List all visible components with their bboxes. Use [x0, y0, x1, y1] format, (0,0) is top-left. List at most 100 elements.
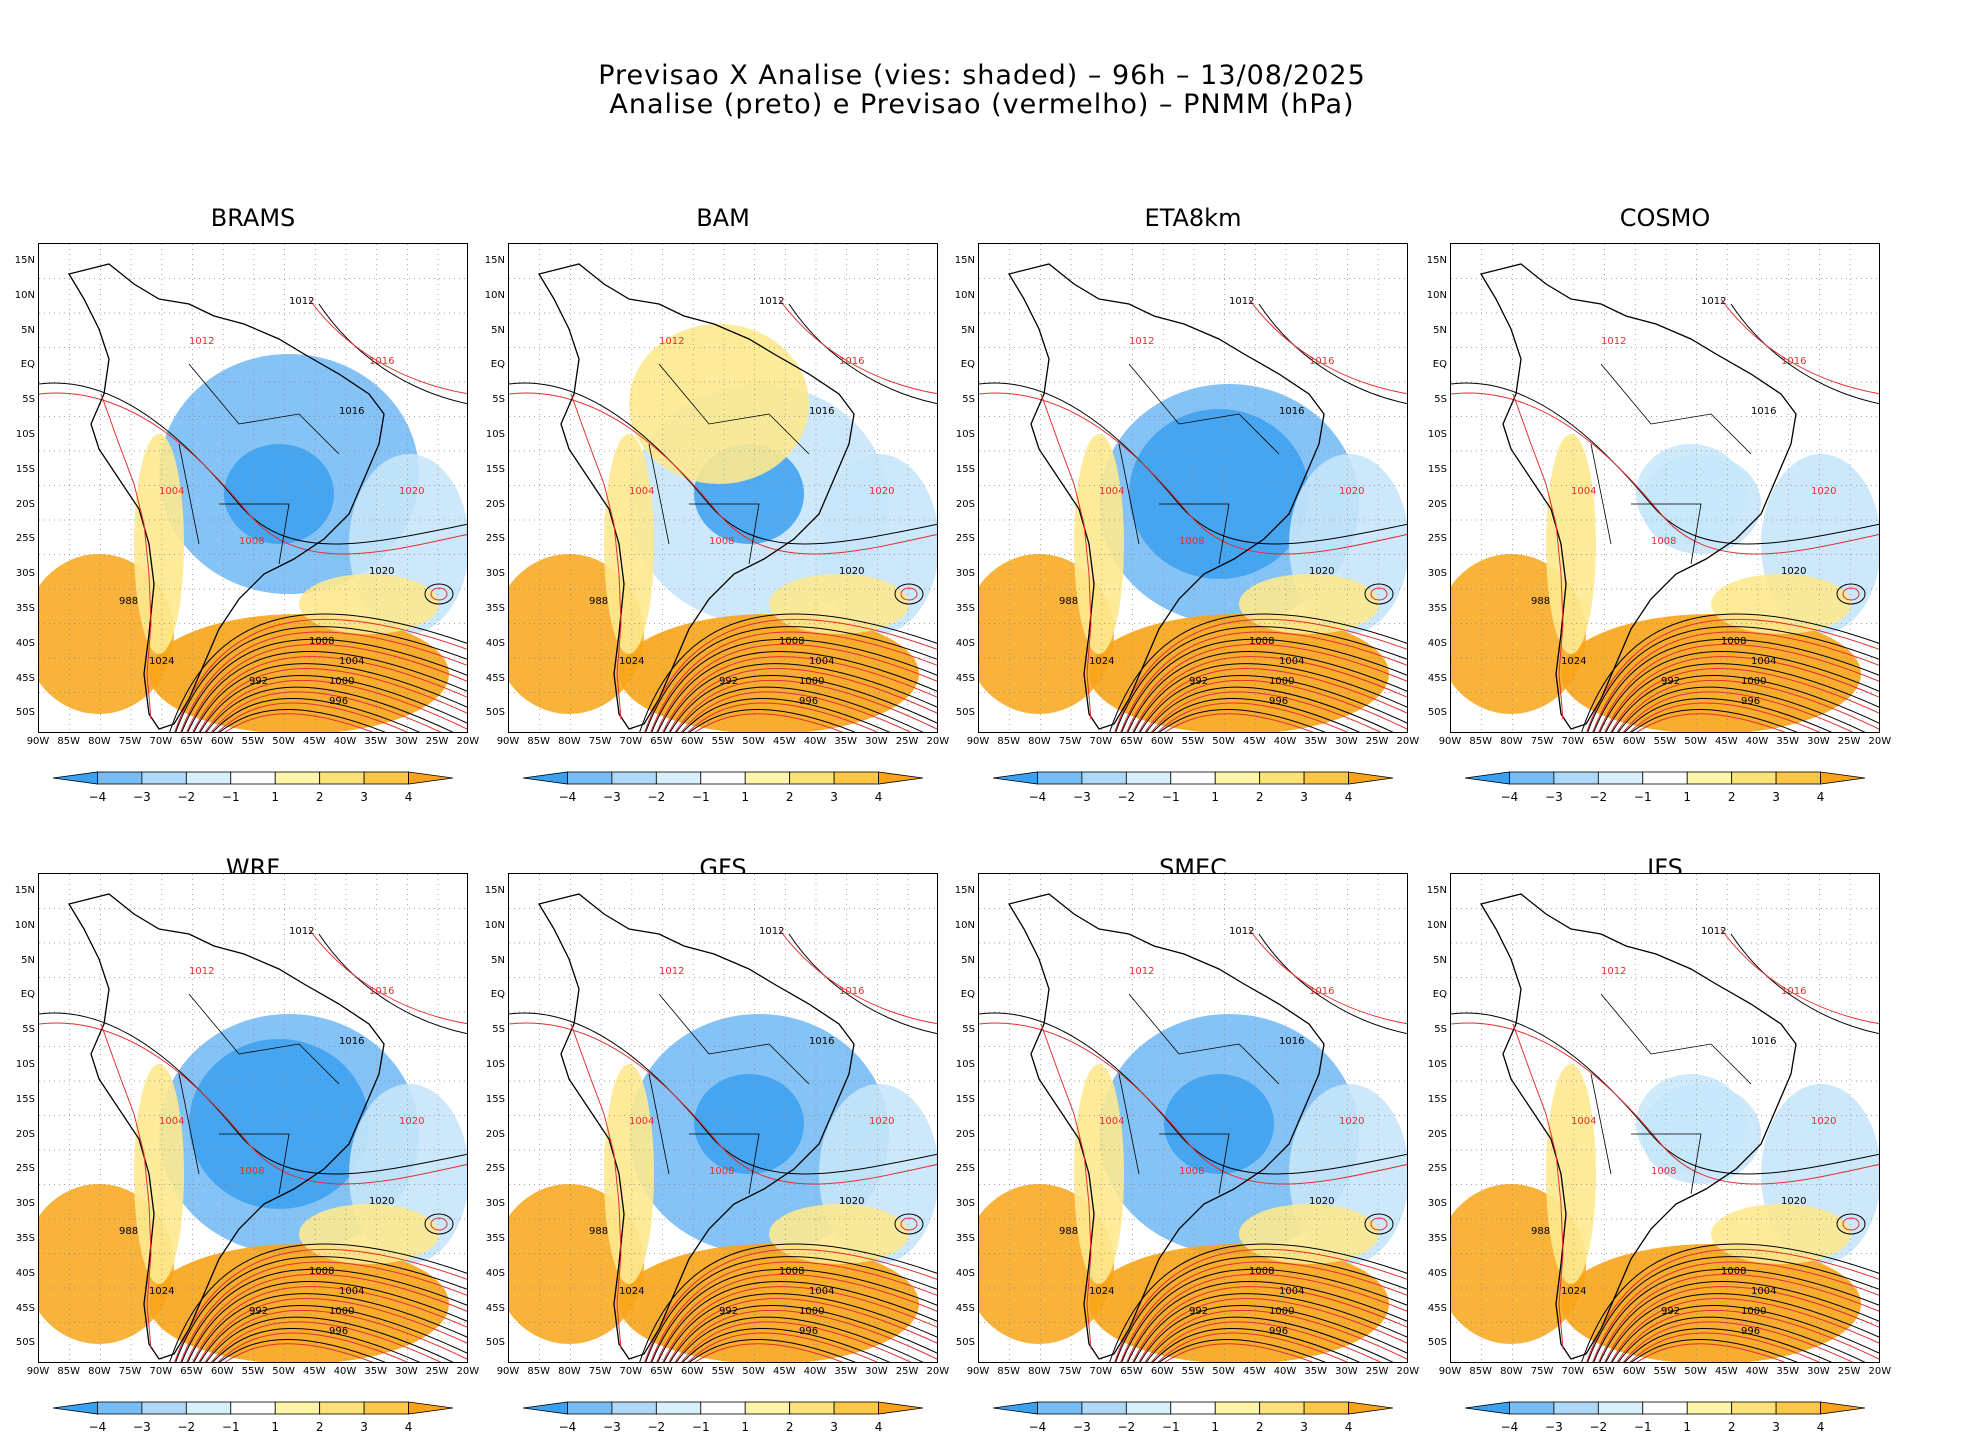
longitude-label: 70W: [1089, 1366, 1113, 1377]
forecast-contour-label: 1008: [1651, 1166, 1676, 1177]
colorbar: [522, 1400, 924, 1419]
analysis-contour-label: 996: [1741, 696, 1760, 707]
analysis-isobar: [1109, 613, 1407, 732]
longitude-label: 85W: [57, 1366, 80, 1377]
forecast-isobar: [1451, 1022, 1879, 1185]
forecast-contour-label: 1016: [1309, 986, 1334, 997]
forecast-isobar: [680, 691, 912, 732]
colorbar-label: 3: [1300, 790, 1308, 804]
colorbar-label: −2: [1589, 790, 1608, 804]
forecast-contour-label: 1004: [159, 486, 184, 497]
colorbar-label: −4: [1028, 1420, 1047, 1434]
forecast-isobar: [1604, 1286, 1879, 1362]
latitude-label: 15N: [484, 255, 505, 266]
colorbar-label: 1: [741, 1420, 750, 1434]
forecast-isobar: [1157, 702, 1348, 732]
analysis-isobar: [318, 933, 467, 1035]
forecast-isobar: [1610, 668, 1879, 732]
longitude-label: 65W: [180, 736, 203, 747]
strong-negative-bias-area: [1129, 409, 1309, 579]
analysis-contour-label: 1012: [1229, 296, 1254, 307]
forecast-high-center: [1842, 1217, 1860, 1231]
colorbar-label: −1: [1161, 790, 1180, 804]
forecast-contour-label: 1012: [659, 966, 684, 977]
latitude-label: 5N: [1433, 954, 1447, 966]
latitude-label: 5N: [1433, 324, 1447, 336]
longitude-label: 50W: [1684, 736, 1707, 747]
forecast-isobar: [174, 1248, 467, 1362]
analysis-contour-label: 988: [1531, 596, 1550, 607]
latitude-label: 45S: [955, 1302, 975, 1314]
analysis-contour-label: 1012: [1701, 296, 1726, 307]
analysis-contour-label: 988: [1531, 1226, 1550, 1237]
analysis-high-center: [1364, 583, 1394, 605]
forecast-isobar: [174, 618, 467, 732]
weak-positive-bias-area: [299, 574, 439, 634]
longitude-label: 25W: [1365, 1366, 1389, 1377]
forecast-contour-label: 1008: [239, 1166, 264, 1177]
longitude-label: 75W: [1530, 736, 1554, 747]
forecast-contour-label: 1004: [1571, 1116, 1596, 1127]
latitude-label: 5S: [22, 1024, 35, 1036]
analysis-contour-label: 1012: [289, 296, 314, 307]
longitude-label: 40W: [333, 736, 357, 747]
analysis-contour-label: 1008: [779, 1266, 804, 1277]
colorbar-label: 1: [1211, 1420, 1220, 1434]
analysis-isobar: [663, 1293, 937, 1362]
analysis-contour-label: 988: [119, 596, 138, 607]
analysis-contour-label: 1000: [329, 1306, 354, 1317]
forecast-contour-label: 1012: [189, 966, 214, 977]
forecast-contour-label: 1020: [399, 486, 424, 497]
colorbar-segment: [1509, 771, 1555, 785]
latitude-label: 45S: [1427, 1302, 1447, 1314]
forecast-isobar: [1598, 1273, 1879, 1362]
colorbar-label: 4: [1816, 1420, 1825, 1434]
forecast-contour-label: 1008: [1651, 536, 1676, 547]
weak-positive-bias-area: [134, 434, 184, 654]
analysis-contour-label: 1020: [1781, 1196, 1806, 1207]
colorbar-segment: [1820, 1401, 1866, 1415]
analysis-contour-label: 1000: [1741, 676, 1766, 687]
longitude-label: 45W: [1714, 736, 1738, 747]
bias-shading: [39, 354, 467, 732]
colorbar-label: 1: [741, 790, 750, 804]
latitude-label: 45S: [15, 1302, 35, 1314]
forecast-isobar: [1592, 631, 1879, 732]
colorbar-segment: [1037, 771, 1083, 785]
longitude-label: 70W: [1089, 736, 1113, 747]
colorbar-segment: [1303, 1401, 1349, 1415]
longitude-label: 60W: [680, 736, 704, 747]
analysis-isobar: [199, 1304, 467, 1362]
forecast-isobar: [509, 1022, 937, 1185]
analysis-contour-label: 1004: [1751, 656, 1776, 667]
colorbar-label: −4: [88, 1420, 107, 1434]
latitude-label: EQ: [1432, 359, 1447, 371]
weak-positive-bias-area: [299, 1204, 439, 1264]
forecast-isobar: [1144, 1309, 1407, 1362]
analysis-isobar: [318, 303, 467, 405]
country-borders: [648, 993, 810, 1195]
forecast-contour-label: 1004: [1099, 1116, 1124, 1127]
forecast-isobar: [1126, 643, 1407, 732]
longitude-label: 85W: [997, 1366, 1020, 1377]
analysis-isobar: [187, 651, 467, 732]
continent-outline: [1007, 893, 1325, 1360]
colorbar-label: 3: [1300, 1420, 1308, 1434]
forecast-isobar: [1120, 1261, 1407, 1362]
weak-positive-bias-area: [1074, 434, 1124, 654]
strong-negative-bias-area: [694, 1074, 804, 1174]
colorbar-label: −3: [1545, 1420, 1563, 1434]
longitude-label: 75W: [118, 1366, 142, 1377]
forecast-isobar: [1150, 1321, 1382, 1362]
colorbar-label: −2: [647, 1420, 666, 1434]
latitude-label: 30S: [955, 1198, 975, 1210]
forecast-isobar: [1604, 656, 1879, 732]
analysis-isobar: [169, 1243, 467, 1362]
colorbar-segment: [1081, 771, 1127, 785]
longitude-label: 85W: [527, 736, 550, 747]
colorbar-label: 4: [1344, 790, 1353, 804]
latitude-label: 20S: [955, 1128, 975, 1140]
analysis-contour-label: 1000: [1269, 676, 1294, 687]
latitude-label: 10N: [484, 919, 505, 931]
longitude-label: 80W: [1028, 1366, 1051, 1377]
